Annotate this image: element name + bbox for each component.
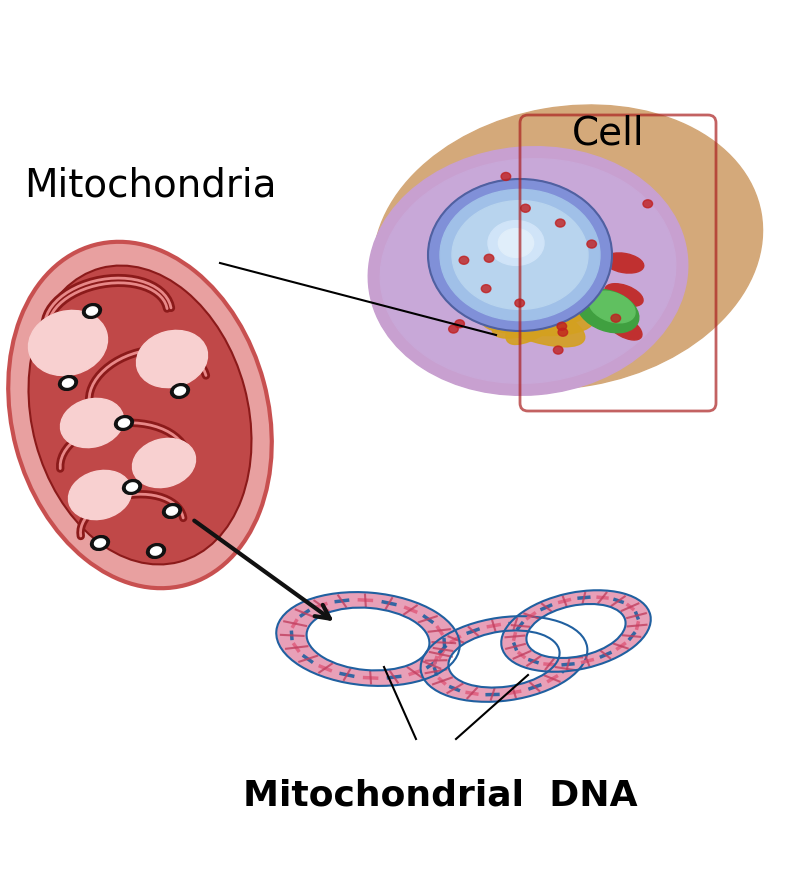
Ellipse shape	[90, 536, 110, 551]
Ellipse shape	[368, 147, 688, 395]
Ellipse shape	[501, 173, 510, 181]
Ellipse shape	[577, 290, 639, 333]
Ellipse shape	[589, 291, 635, 323]
Text: Cell: Cell	[572, 115, 644, 153]
Ellipse shape	[82, 304, 102, 318]
Ellipse shape	[146, 544, 166, 559]
Ellipse shape	[166, 507, 178, 515]
Ellipse shape	[526, 604, 626, 658]
Ellipse shape	[521, 204, 530, 212]
Ellipse shape	[474, 294, 594, 335]
Ellipse shape	[471, 291, 585, 347]
Ellipse shape	[58, 375, 78, 391]
Ellipse shape	[492, 276, 602, 338]
Ellipse shape	[150, 547, 162, 555]
Ellipse shape	[606, 314, 642, 340]
Ellipse shape	[605, 283, 643, 307]
Ellipse shape	[482, 284, 491, 292]
Ellipse shape	[459, 257, 469, 265]
Ellipse shape	[29, 266, 251, 564]
Ellipse shape	[306, 608, 430, 670]
Ellipse shape	[506, 262, 602, 344]
Ellipse shape	[61, 399, 123, 448]
Ellipse shape	[86, 307, 98, 315]
Ellipse shape	[276, 592, 460, 686]
Ellipse shape	[449, 630, 559, 687]
Ellipse shape	[421, 616, 587, 702]
Ellipse shape	[122, 479, 142, 494]
Ellipse shape	[118, 419, 130, 427]
Ellipse shape	[455, 320, 465, 328]
Ellipse shape	[29, 310, 107, 375]
Ellipse shape	[170, 384, 190, 399]
Ellipse shape	[428, 179, 612, 331]
Ellipse shape	[488, 221, 544, 266]
Ellipse shape	[440, 190, 600, 321]
Ellipse shape	[452, 200, 588, 309]
Ellipse shape	[498, 229, 534, 257]
Ellipse shape	[94, 539, 106, 547]
Ellipse shape	[643, 199, 653, 207]
Text: Mitochondrial  DNA: Mitochondrial DNA	[242, 779, 638, 813]
Ellipse shape	[380, 158, 676, 384]
Ellipse shape	[557, 322, 566, 330]
Ellipse shape	[554, 346, 563, 354]
Ellipse shape	[604, 253, 644, 273]
Ellipse shape	[611, 314, 621, 322]
Ellipse shape	[515, 299, 525, 307]
Ellipse shape	[449, 325, 458, 333]
Ellipse shape	[374, 105, 762, 389]
Ellipse shape	[162, 503, 182, 519]
Ellipse shape	[555, 219, 565, 227]
Ellipse shape	[484, 254, 494, 262]
Ellipse shape	[133, 438, 195, 487]
Ellipse shape	[114, 416, 134, 430]
Ellipse shape	[502, 590, 650, 671]
Ellipse shape	[62, 379, 74, 387]
Ellipse shape	[69, 470, 131, 519]
Ellipse shape	[174, 387, 186, 395]
Ellipse shape	[558, 328, 568, 336]
Text: Mitochondria: Mitochondria	[24, 167, 277, 205]
Ellipse shape	[8, 241, 272, 588]
Ellipse shape	[126, 483, 138, 491]
Ellipse shape	[137, 331, 207, 388]
Ellipse shape	[482, 289, 600, 333]
Ellipse shape	[587, 240, 597, 248]
